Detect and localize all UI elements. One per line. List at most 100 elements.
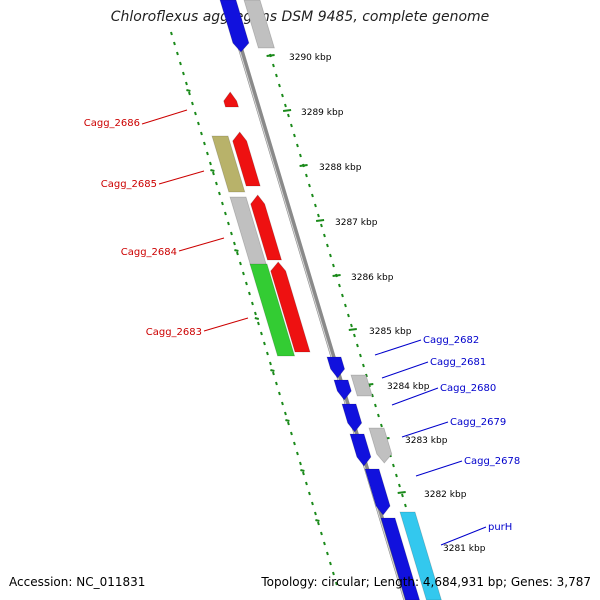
right-ruler-dot: [320, 223, 323, 228]
accession-text: Accession: NC_011831: [9, 575, 146, 589]
left-ruler-dot: [194, 111, 197, 116]
gene-cagg-2678: [364, 468, 391, 516]
left-ruler-dot: [254, 311, 257, 316]
gene-bottom-blue: [380, 517, 421, 600]
right-ruler-dot: [365, 373, 368, 378]
left-ruler-dot: [197, 121, 200, 126]
right-ruler-dot: [329, 253, 332, 258]
label-group: 3290 kbp 3289 kbp 3288 kbp 3287 kbp 3286 kbp…: [84, 53, 521, 554]
gene-gray-3: [368, 427, 393, 464]
left-ruler-tick: [234, 249, 239, 252]
reverse-gene-leader: [374, 339, 422, 356]
left-ruler-dot: [260, 331, 263, 336]
left-ruler-dot: [206, 151, 209, 156]
kbp-label: 3286 kbp: [351, 273, 394, 283]
gene-cagg-2683: [270, 261, 311, 353]
reverse-gene-leader: [391, 387, 439, 406]
left-ruler-dot: [212, 171, 215, 176]
forward-gene-label: Cagg_2684: [121, 247, 177, 258]
right-ruler-dot: [299, 153, 302, 158]
kbp-label: 3288 kbp: [319, 163, 362, 173]
right-ruler-dot: [347, 313, 350, 318]
right-ruler-dot: [353, 333, 356, 338]
left-ruler-dot: [299, 461, 302, 466]
right-ruler-dot: [308, 183, 311, 188]
left-ruler-dot: [200, 131, 203, 136]
left-ruler-dot: [305, 481, 308, 486]
reverse-gene-leader: [381, 361, 429, 379]
forward-gene-label: Cagg_2685: [101, 179, 157, 190]
gene-cagg-2686: [223, 91, 240, 108]
left-ruler-dot: [170, 31, 173, 36]
left-ruler-tick: [285, 419, 290, 422]
right-ruler-dot: [374, 403, 377, 408]
gene-cagg-2681: [333, 379, 352, 401]
left-ruler-dot: [257, 321, 260, 326]
left-ruler-dot: [233, 241, 236, 246]
right-ruler-dot: [356, 343, 359, 348]
left-ruler-dot: [221, 201, 224, 206]
reverse-gene-label: Cagg_2681: [430, 357, 486, 368]
right-ruler-dot: [278, 83, 281, 88]
right-ruler-dot: [323, 233, 326, 238]
left-ruler-tick: [254, 317, 260, 320]
gene-olive: [211, 135, 246, 193]
left-ruler-dot: [182, 71, 185, 76]
left-ruler-dot: [311, 501, 314, 506]
kbp-tick: [315, 219, 325, 222]
right-ruler-dot: [293, 133, 296, 138]
left-ruler-dot: [176, 51, 179, 56]
left-ruler-dot: [266, 351, 269, 356]
kbp-tick: [282, 109, 292, 112]
left-ruler-dot: [227, 221, 230, 226]
gene-cagg-2684: [250, 194, 283, 261]
kbp-label: 3290 kbp: [289, 53, 332, 63]
left-ruler-tick: [315, 519, 320, 522]
right-ruler-dot: [287, 113, 290, 118]
left-ruler-tick: [300, 469, 305, 472]
left-ruler-dot: [308, 491, 311, 496]
kbp-tick: [397, 491, 406, 494]
left-ruler-tick: [186, 89, 191, 92]
right-ruler-dot: [284, 103, 287, 108]
right-ruler-dot: [296, 143, 299, 148]
gene-purh: [399, 511, 442, 600]
reverse-gene-label: Cagg_2680: [440, 383, 496, 394]
left-ruler-dot: [248, 291, 251, 296]
left-ruler-dot: [293, 441, 296, 446]
right-ruler-dot: [362, 363, 365, 368]
gene-green: [249, 263, 296, 357]
right-ruler-dot: [377, 413, 380, 418]
forward-gene-label: Cagg_2686: [84, 118, 140, 129]
left-ruler-dot: [215, 181, 218, 186]
gene-cagg-2680: [341, 403, 363, 433]
reverse-gene-leader: [415, 460, 463, 477]
reverse-gene-label: purH: [488, 522, 512, 533]
right-ruler-dot: [311, 193, 314, 198]
right-ruler-dot: [317, 213, 320, 218]
forward-gene-leader: [203, 317, 249, 332]
left-ruler-dot: [188, 91, 191, 96]
left-ruler-dot: [203, 141, 206, 146]
backbone-highlight: [224, 0, 405, 600]
kbp-tick: [299, 164, 308, 167]
left-ruler-dot: [302, 471, 305, 476]
kbp-tick: [348, 328, 357, 331]
gene-gray-2: [350, 374, 373, 397]
left-ruler-dot: [245, 281, 248, 286]
left-ruler-dot: [323, 541, 326, 546]
gene-cagg-2679: [349, 433, 372, 467]
gene-top-gray: [243, 0, 275, 49]
right-ruler-dot: [281, 93, 284, 98]
left-ruler-dot: [191, 101, 194, 106]
left-ruler-dot: [335, 581, 338, 586]
right-ruler-dot: [332, 263, 335, 268]
right-ruler-dot: [341, 293, 344, 298]
left-ruler-dot: [314, 511, 317, 516]
left-ruler-dot: [242, 271, 245, 276]
left-ruler-dot: [287, 421, 290, 426]
left-ruler-dot: [230, 231, 233, 236]
left-ruler-dot: [281, 401, 284, 406]
right-ruler-dot: [380, 423, 383, 428]
